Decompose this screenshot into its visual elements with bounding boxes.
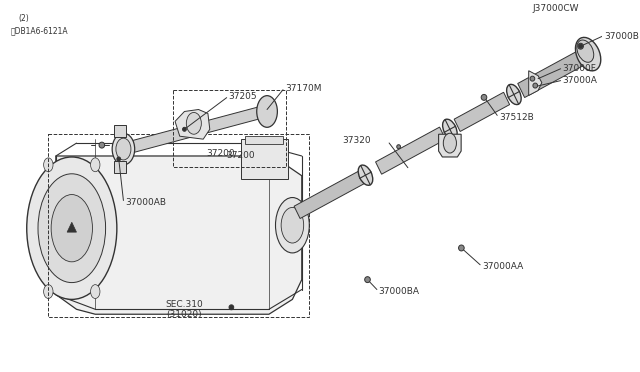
Ellipse shape	[44, 158, 53, 172]
Polygon shape	[56, 156, 302, 314]
Ellipse shape	[358, 165, 372, 185]
Circle shape	[182, 127, 186, 131]
Text: SEC.310: SEC.310	[166, 300, 204, 309]
Bar	[49, 134, 309, 317]
Text: 37320: 37320	[342, 135, 371, 144]
Text: J37000CW: J37000CW	[532, 4, 579, 13]
Text: ⒷDB1A6-6121A: ⒷDB1A6-6121A	[11, 26, 68, 35]
Ellipse shape	[281, 208, 303, 243]
Circle shape	[481, 94, 487, 100]
Circle shape	[533, 83, 538, 88]
Ellipse shape	[186, 112, 202, 134]
Polygon shape	[518, 47, 591, 97]
Circle shape	[365, 277, 371, 283]
Text: 37000AB: 37000AB	[125, 198, 166, 207]
Circle shape	[99, 142, 105, 148]
Ellipse shape	[275, 198, 309, 253]
Circle shape	[397, 145, 401, 149]
Text: 37200: 37200	[227, 151, 255, 160]
Text: 37170M: 37170M	[285, 84, 321, 93]
Ellipse shape	[257, 96, 277, 127]
Text: 37200: 37200	[207, 148, 236, 157]
Ellipse shape	[27, 157, 117, 299]
Ellipse shape	[38, 174, 106, 283]
Circle shape	[117, 157, 120, 161]
Ellipse shape	[91, 158, 100, 172]
Text: (2): (2)	[19, 14, 29, 23]
Bar	[241, 139, 288, 179]
Ellipse shape	[44, 285, 53, 298]
Circle shape	[578, 43, 584, 49]
Ellipse shape	[507, 84, 521, 105]
Bar	[246, 136, 283, 144]
Ellipse shape	[116, 138, 131, 160]
Text: 37000B: 37000B	[604, 32, 639, 41]
Ellipse shape	[51, 195, 92, 262]
Circle shape	[458, 245, 464, 251]
Polygon shape	[114, 125, 126, 137]
Polygon shape	[122, 106, 266, 155]
Polygon shape	[67, 222, 77, 232]
Polygon shape	[175, 109, 210, 139]
Circle shape	[229, 305, 234, 310]
Text: 37205: 37205	[228, 92, 257, 101]
Text: 37000AA: 37000AA	[482, 262, 524, 271]
Ellipse shape	[443, 119, 457, 140]
Polygon shape	[529, 71, 542, 96]
Circle shape	[530, 76, 535, 81]
Circle shape	[579, 44, 582, 48]
Polygon shape	[294, 171, 364, 218]
Text: 37000BA: 37000BA	[379, 287, 420, 296]
Ellipse shape	[112, 133, 134, 165]
Text: 37000F: 37000F	[563, 64, 596, 73]
Polygon shape	[376, 127, 445, 174]
Polygon shape	[438, 134, 461, 157]
Bar	[173, 90, 286, 167]
Polygon shape	[454, 92, 509, 131]
Ellipse shape	[444, 133, 456, 153]
Polygon shape	[114, 161, 126, 173]
Ellipse shape	[91, 285, 100, 298]
Text: (31020): (31020)	[166, 310, 202, 319]
Ellipse shape	[575, 38, 601, 71]
Ellipse shape	[577, 40, 594, 62]
Text: 37000A: 37000A	[563, 76, 597, 85]
Text: 37512B: 37512B	[499, 113, 534, 122]
